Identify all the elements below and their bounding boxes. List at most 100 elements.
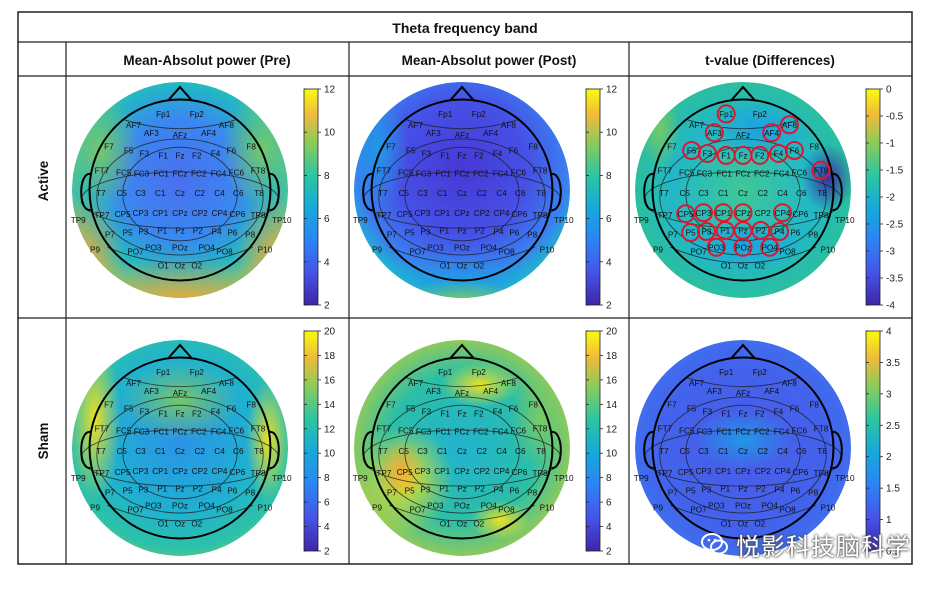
colorbar-tick-label: 2 (324, 547, 330, 558)
electrode-label: PO8 (779, 505, 796, 514)
colorbar-tick-label: 8 (606, 171, 612, 182)
electrode-label: PO8 (498, 505, 515, 514)
electrode-label: AFz (455, 389, 470, 398)
electrode-label: POz (454, 502, 470, 511)
electrode-label: C1 (155, 189, 166, 198)
electrode-label: CP3 (696, 209, 712, 218)
electrode-label: PO8 (216, 505, 233, 514)
electrode-label: C4 (777, 189, 788, 198)
electrode-label: FC4 (211, 169, 227, 178)
electrode-label: FC4 (774, 427, 790, 436)
electrode-label: CP2 (755, 467, 771, 476)
electrode-label: P9 (653, 245, 663, 254)
electrode-label: P3 (701, 486, 711, 495)
electrode-label: Fp2 (753, 368, 768, 377)
electrode-label: T7 (659, 189, 669, 198)
electrode-label: AFz (455, 131, 470, 140)
electrode-label: PO3 (427, 244, 444, 253)
electrode-label: P6 (790, 487, 800, 496)
electrode-label: P1 (439, 227, 449, 236)
electrode-label: O2 (191, 261, 202, 270)
electrode-label: F7 (104, 401, 114, 410)
electrode-label: TP8 (814, 211, 829, 220)
electrode-label: C3 (135, 447, 146, 456)
colorbar-tick-label: 14 (324, 400, 336, 411)
electrode-label: O1 (440, 519, 451, 528)
nose-outline (167, 85, 193, 102)
electrode-label: T8 (536, 189, 546, 198)
electrode-label: F3 (422, 408, 432, 417)
electrode-label: PO7 (690, 247, 707, 256)
electrode-label: P2 (193, 485, 203, 494)
electrode-label: CP6 (511, 468, 527, 477)
electrode-label: Oz (738, 519, 748, 528)
electrode-label: F6 (790, 405, 800, 414)
electrode-label: FT7 (658, 166, 673, 175)
electrode-label: Oz (457, 261, 467, 270)
electrode-label: AF7 (408, 121, 423, 130)
right-ear-outline (551, 173, 562, 211)
electrode-label: AF3 (426, 129, 441, 138)
electrode-label: TP9 (634, 474, 649, 483)
electrode-label: P8 (808, 489, 818, 498)
significance-marker (716, 104, 736, 124)
electrode-label: AF7 (126, 379, 141, 388)
electrode-label: C6 (796, 447, 807, 456)
electrode-label: Oz (175, 519, 185, 528)
electrode-label: CP4 (775, 209, 791, 218)
colorbar-tick-label: -3.5 (886, 274, 904, 285)
electrode-label: C2 (477, 189, 488, 198)
electrode-label: F2 (474, 152, 484, 161)
electrode-label: C4 (214, 189, 225, 198)
electrode-label: F2 (474, 410, 484, 419)
scalp-map (354, 82, 570, 298)
electrode-label: P4 (212, 228, 222, 237)
electrode-label: Oz (457, 519, 467, 528)
electrode-label: AF7 (689, 121, 704, 130)
electrode-label: TP10 (272, 474, 292, 483)
electrode-label: F4 (211, 150, 221, 159)
electrode-label: TP7 (657, 211, 672, 220)
electrode-label: Fz (457, 410, 466, 419)
electrode-label: F5 (687, 405, 697, 414)
electrode-label: F3 (703, 408, 713, 417)
electrode-label: T8 (817, 189, 827, 198)
electrode-label: Fz (457, 152, 466, 161)
electrode-label: CPz (735, 467, 750, 476)
electrode-label: AF4 (483, 129, 498, 138)
electrode-label: O2 (754, 519, 765, 528)
electrode-label: P7 (668, 489, 678, 498)
electrode-label: CP1 (152, 467, 168, 476)
colorbar-active-pre: 12 10 8 6 4 2 (303, 85, 336, 312)
electrode-label: CP4 (775, 467, 791, 476)
electrode-label: F4 (774, 150, 784, 159)
electrode-label: FCz (454, 169, 469, 178)
electrode-label: O2 (473, 261, 484, 270)
electrode-label: FCz (172, 169, 187, 178)
electrode-label: F2 (755, 152, 765, 161)
electrode-label: Cz (175, 447, 185, 456)
electrode-label: CP1 (715, 467, 731, 476)
electrode-label: AFz (173, 389, 188, 398)
electrode-label: P8 (527, 231, 537, 240)
colorbar-tick-label: 2.5 (886, 421, 900, 432)
colorbar-tick-label: 10 (606, 128, 618, 139)
colorbar-tick-label: 10 (606, 449, 618, 460)
electrode-label: TP10 (554, 216, 574, 225)
electrode-label: P3 (701, 228, 711, 237)
electrode-label: F1 (721, 152, 731, 161)
electrode-label: FT8 (533, 166, 548, 175)
electrode-label: C1 (437, 447, 448, 456)
electrode-label: FC5 (398, 168, 414, 177)
electrode-label: O1 (440, 261, 451, 270)
colorbar-tick-label: -1.5 (886, 166, 904, 177)
colorbar-tick-label: 2 (606, 547, 612, 558)
electrode-label: F2 (755, 410, 765, 419)
electrode-label: F6 (227, 147, 237, 156)
electrode-label: F5 (406, 405, 416, 414)
significance-marker (751, 221, 771, 241)
colorbar-tick-label: 18 (324, 351, 336, 362)
